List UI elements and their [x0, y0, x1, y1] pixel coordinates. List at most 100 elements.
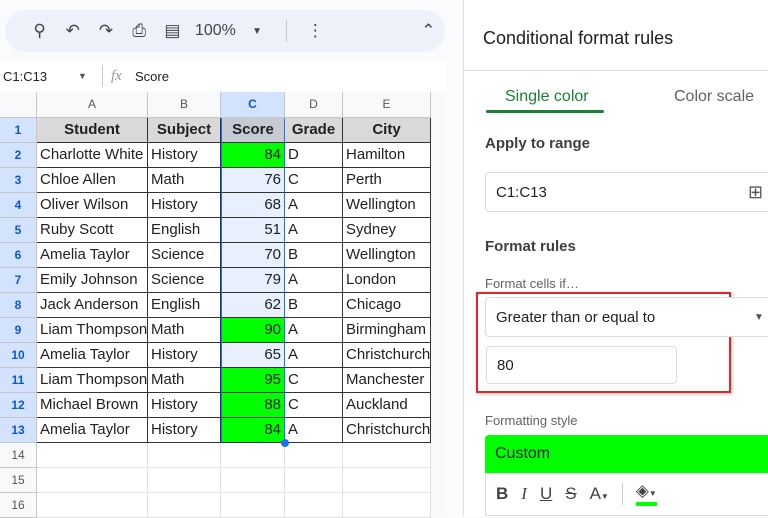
data-cell[interactable]: 65 [221, 343, 285, 368]
data-cell[interactable]: English [148, 218, 221, 243]
column-header-A[interactable]: A [37, 92, 148, 118]
empty-cell[interactable] [148, 468, 221, 493]
value-input[interactable]: 80 [486, 346, 677, 384]
name-box[interactable]: C1:C13 [3, 68, 48, 84]
data-cell[interactable]: Liam Thompson [37, 318, 148, 343]
data-cell[interactable]: 62 [221, 293, 285, 318]
data-cell[interactable]: Ruby Scott [37, 218, 148, 243]
row-header-9[interactable]: 9 [0, 318, 37, 343]
fill-color-icon[interactable]: ◈▼ [635, 482, 657, 506]
data-cell[interactable]: A [285, 318, 343, 343]
data-cell[interactable]: History [148, 418, 221, 443]
row-header-15[interactable]: 15 [0, 468, 37, 493]
data-cell[interactable]: History [148, 343, 221, 368]
data-cell[interactable]: London [343, 268, 431, 293]
tab-single-color[interactable]: Single color [505, 88, 589, 105]
more-icon[interactable]: ⋮ [306, 21, 324, 40]
fill-handle[interactable] [281, 439, 289, 447]
data-cell[interactable]: 79 [221, 268, 285, 293]
data-cell[interactable]: C [285, 393, 343, 418]
empty-cell[interactable] [221, 468, 285, 493]
data-cell[interactable]: Christchurch [343, 418, 431, 443]
data-cell[interactable]: Birmingham [343, 318, 431, 343]
empty-cell[interactable] [37, 468, 148, 493]
collapse-icon[interactable]: ⌃ [421, 21, 436, 40]
row-header-4[interactable]: 4 [0, 193, 37, 218]
row-header-14[interactable]: 14 [0, 443, 37, 468]
data-cell[interactable]: B [285, 243, 343, 268]
empty-cell[interactable] [285, 468, 343, 493]
empty-cell[interactable] [37, 493, 148, 518]
data-cell[interactable]: 95 [221, 368, 285, 393]
data-cell[interactable]: English [148, 293, 221, 318]
empty-cell[interactable] [148, 443, 221, 468]
data-cell[interactable]: A [285, 193, 343, 218]
row-header-13[interactable]: 13 [0, 418, 37, 443]
row-header-8[interactable]: 8 [0, 293, 37, 318]
condition-select[interactable]: Greater than or equal to ▼ [485, 297, 768, 337]
corner-cell[interactable] [0, 92, 37, 118]
data-cell[interactable]: Chicago [343, 293, 431, 318]
data-cell[interactable]: Auckland [343, 393, 431, 418]
zoom-select[interactable]: 100% [194, 22, 236, 39]
data-cell[interactable]: Math [148, 318, 221, 343]
text-color-button[interactable]: A▼ [589, 484, 609, 503]
column-header-E[interactable]: E [343, 92, 431, 118]
style-preview[interactable]: Custom [485, 435, 768, 473]
header-cell[interactable]: Grade [285, 118, 343, 143]
data-cell[interactable]: Jack Anderson [37, 293, 148, 318]
data-cell[interactable]: Math [148, 368, 221, 393]
data-cell[interactable]: Hamilton [343, 143, 431, 168]
data-cell[interactable]: 88 [221, 393, 285, 418]
header-cell[interactable]: City [343, 118, 431, 143]
header-cell[interactable]: Subject [148, 118, 221, 143]
formula-input[interactable]: Score [135, 68, 169, 84]
data-cell[interactable]: C [285, 168, 343, 193]
italic-button[interactable]: I [521, 484, 527, 503]
empty-cell[interactable] [221, 493, 285, 518]
row-header-1[interactable]: 1 [0, 118, 37, 143]
data-cell[interactable]: Oliver Wilson [37, 193, 148, 218]
empty-cell[interactable] [343, 493, 431, 518]
empty-cell[interactable] [37, 443, 148, 468]
data-cell[interactable]: Amelia Taylor [37, 343, 148, 368]
column-header-D[interactable]: D [285, 92, 343, 118]
data-cell[interactable]: Math [148, 168, 221, 193]
header-cell[interactable]: Student [37, 118, 148, 143]
range-input[interactable]: C1:C13 ⊞ [485, 172, 768, 212]
data-cell[interactable]: History [148, 193, 221, 218]
data-cell[interactable]: A [285, 268, 343, 293]
data-cell[interactable]: History [148, 393, 221, 418]
data-cell[interactable]: Amelia Taylor [37, 418, 148, 443]
data-cell[interactable]: History [148, 143, 221, 168]
underline-button[interactable]: U [539, 484, 553, 503]
spreadsheet-grid[interactable]: A B C D E 1 Student Subject Score Grade City 2 Charl… [0, 92, 446, 518]
bold-button[interactable]: B [496, 484, 509, 503]
data-cell[interactable]: Perth [343, 168, 431, 193]
data-cell[interactable]: 90 [221, 318, 285, 343]
row-header-12[interactable]: 12 [0, 393, 37, 418]
row-header-10[interactable]: 10 [0, 343, 37, 368]
data-cell[interactable]: 76 [221, 168, 285, 193]
empty-cell[interactable] [285, 443, 343, 468]
row-header-11[interactable]: 11 [0, 368, 37, 393]
data-cell[interactable]: Science [148, 243, 221, 268]
zoom-dropdown-icon[interactable]: ▼ [252, 25, 262, 37]
data-cell[interactable]: Amelia Taylor [37, 243, 148, 268]
data-cell[interactable]: Charlotte White [37, 143, 148, 168]
print-icon[interactable]: ⎙ [132, 21, 146, 40]
empty-cell[interactable] [343, 443, 431, 468]
data-cell[interactable]: Science [148, 268, 221, 293]
data-cell[interactable]: Manchester [343, 368, 431, 393]
data-cell[interactable]: Chloe Allen [37, 168, 148, 193]
data-cell[interactable]: 84 [221, 143, 285, 168]
data-cell[interactable]: D [285, 143, 343, 168]
data-cell[interactable]: Emily Johnson [37, 268, 148, 293]
data-cell[interactable]: Sydney [343, 218, 431, 243]
strikethrough-button[interactable]: S [565, 484, 577, 503]
data-cell[interactable]: Michael Brown [37, 393, 148, 418]
row-header-2[interactable]: 2 [0, 143, 37, 168]
paint-format-icon[interactable]: ▤ [164, 21, 181, 40]
row-header-6[interactable]: 6 [0, 243, 37, 268]
data-cell[interactable]: A [285, 418, 343, 443]
